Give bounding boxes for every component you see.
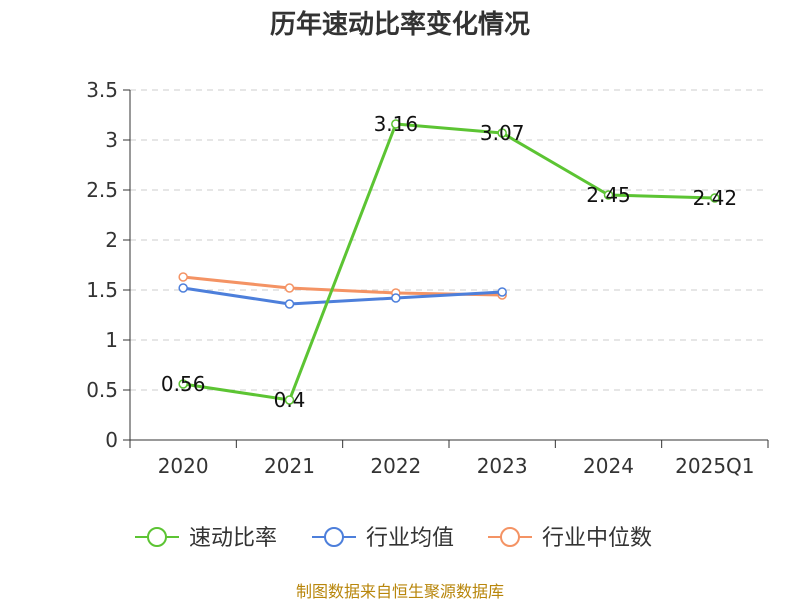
legend-label: 速动比率 (189, 526, 277, 551)
series-lines (178, 119, 720, 405)
y-tick-label: 3.5 (86, 78, 118, 102)
y-tick-label: 1 (105, 328, 118, 352)
y-tick-label: 0 (105, 428, 118, 452)
data-label: 2.42 (693, 186, 738, 210)
data-point (284, 395, 295, 405)
data-point (603, 190, 614, 200)
data-point (391, 293, 401, 303)
data-label: 3.16 (374, 112, 419, 136)
axes: 0 0.5 1 1.5 2 2.5 3 3.5 2020 2021 2022 2023 2024 2025… (86, 78, 769, 478)
data-label: 3.07 (480, 121, 525, 145)
data-point (497, 128, 507, 138)
y-tick-label: 1.5 (86, 278, 118, 302)
legend-marker (500, 527, 520, 547)
legend-marker (324, 527, 344, 547)
x-tick-label: 2025Q1 (675, 454, 754, 478)
series-line (183, 275, 503, 297)
legend-label: 行业均值 (366, 526, 454, 551)
y-tick-label: 2 (105, 228, 118, 252)
series-line (182, 122, 715, 402)
data-point (284, 283, 295, 293)
y-tick-label: 0.5 (86, 378, 118, 402)
data-label: 0.56 (161, 372, 206, 396)
data-point (710, 193, 720, 203)
x-tick-label: 2021 (264, 454, 315, 478)
data-label: 0.4 (274, 388, 306, 412)
data-point (284, 299, 295, 309)
series-line (182, 286, 503, 306)
data-point (391, 119, 401, 129)
data-point (497, 287, 507, 297)
legend-label: 行业中位数 (542, 526, 652, 551)
grid-lines (130, 89, 768, 391)
legend-item[interactable]: 速动比率 (135, 526, 277, 551)
data-point (178, 283, 188, 293)
data-point (178, 272, 188, 282)
legend[interactable]: 速动比率 行业均值 行业中位数 (135, 526, 652, 551)
y-tick-label: 3 (105, 128, 118, 152)
legend-item[interactable]: 行业均值 (312, 526, 454, 551)
y-tick-label: 2.5 (86, 178, 118, 202)
legend-item[interactable]: 行业中位数 (488, 526, 652, 551)
x-tick-label: 2022 (370, 454, 421, 478)
x-tick-label: 2023 (477, 454, 528, 478)
chart-title: 历年速动比率变化情况 (269, 10, 530, 40)
data-point (178, 379, 188, 389)
legend-marker (147, 527, 167, 547)
data-label: 2.45 (586, 183, 631, 207)
source-note: 制图数据来自恒生聚源数据库 (295, 582, 504, 601)
x-tick-label: 2020 (158, 454, 209, 478)
data-labels: 0.56 0.4 3.16 3.07 2.45 2.42 (161, 112, 737, 412)
x-tick-label: 2024 (583, 454, 634, 478)
